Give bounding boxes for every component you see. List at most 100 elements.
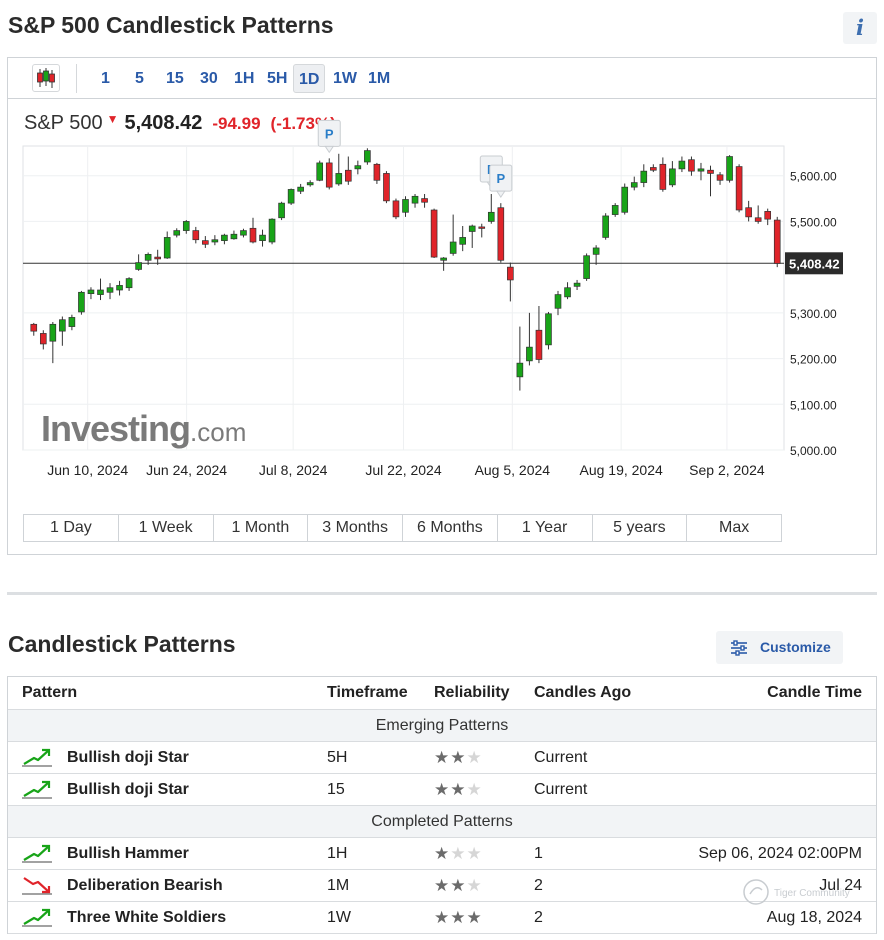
candle[interactable] [116, 280, 123, 296]
candle[interactable] [240, 228, 247, 238]
candle[interactable] [316, 160, 324, 182]
candle[interactable] [364, 148, 371, 165]
candle[interactable] [621, 183, 629, 215]
candle[interactable] [459, 226, 466, 252]
candle[interactable] [106, 283, 114, 300]
candle[interactable] [345, 156, 352, 185]
candle[interactable] [602, 213, 609, 240]
candle[interactable] [402, 196, 409, 217]
candle[interactable] [773, 216, 781, 268]
pattern-name[interactable]: Bullish doji Star [67, 781, 189, 798]
candle[interactable] [125, 277, 133, 291]
candle[interactable] [573, 279, 581, 290]
candle[interactable] [287, 188, 295, 205]
candle[interactable] [173, 228, 181, 238]
candle[interactable] [278, 201, 285, 221]
interval-1[interactable]: 1 [101, 70, 110, 87]
candle[interactable] [268, 218, 276, 245]
candle[interactable] [688, 156, 695, 176]
candle[interactable] [230, 230, 238, 240]
pattern-name[interactable]: Deliberation Bearish [67, 877, 223, 894]
pattern-name[interactable]: Bullish Hammer [67, 845, 189, 862]
candle[interactable] [87, 287, 95, 300]
interval-1m[interactable]: 1M [368, 70, 391, 87]
candle[interactable] [564, 282, 571, 300]
interval-5h[interactable]: 5H [267, 70, 288, 87]
table-row[interactable]: Bullish doji Star 5H ★★★ Current [8, 742, 876, 774]
candle[interactable] [49, 322, 57, 364]
pattern-marker[interactable]: P [317, 119, 341, 154]
candle[interactable] [716, 172, 724, 185]
range-1-week[interactable]: 1 Week [119, 515, 214, 541]
candle[interactable] [259, 229, 266, 247]
candlestick-chart[interactable]: 5,600.00 5,500.00 5,300.00 5,200.00 5,100.00… [8, 58, 876, 513]
customize-button[interactable]: Customize [716, 631, 843, 664]
candle[interactable] [30, 322, 38, 336]
candle[interactable] [373, 162, 381, 184]
candle[interactable] [478, 223, 486, 238]
candle[interactable] [745, 200, 752, 222]
candle[interactable] [535, 306, 543, 364]
candle[interactable] [592, 245, 600, 265]
candle[interactable] [249, 217, 257, 244]
candle[interactable] [449, 214, 457, 256]
candle[interactable] [163, 231, 171, 259]
pattern-marker[interactable]: P [489, 164, 513, 199]
interval-30[interactable]: 30 [200, 70, 218, 87]
candle[interactable] [611, 203, 619, 217]
candle[interactable] [507, 262, 514, 302]
candle[interactable] [144, 252, 152, 265]
candle[interactable] [78, 290, 85, 315]
candle[interactable] [554, 290, 562, 316]
candle[interactable] [325, 158, 333, 190]
candle[interactable] [411, 194, 419, 208]
candle[interactable] [669, 161, 676, 188]
candle[interactable] [182, 220, 190, 234]
interval-5[interactable]: 5 [135, 70, 144, 87]
candle[interactable] [545, 311, 552, 350]
candle[interactable] [68, 314, 76, 331]
range-6-months[interactable]: 6 Months [403, 515, 498, 541]
candle[interactable] [440, 257, 447, 271]
pattern-name[interactable]: Three White Soldiers [67, 909, 227, 926]
info-icon[interactable]: i [843, 12, 877, 44]
candle[interactable] [526, 312, 533, 366]
pattern-name[interactable]: Bullish doji Star [67, 749, 189, 766]
table-row[interactable]: Three White Soldiers 1W ★★★ 2 Aug 18, 2024 [8, 902, 876, 934]
range-3-months[interactable]: 3 Months [308, 515, 403, 541]
candle[interactable] [640, 164, 648, 188]
candle[interactable] [97, 278, 104, 301]
candle[interactable] [221, 233, 228, 245]
candle[interactable] [306, 180, 314, 187]
candle[interactable] [726, 155, 733, 183]
candle[interactable] [650, 164, 657, 173]
candle[interactable] [354, 160, 362, 175]
candle[interactable] [497, 203, 505, 263]
candle[interactable] [392, 198, 400, 220]
interval-15[interactable]: 15 [166, 70, 184, 87]
candle[interactable] [192, 226, 200, 244]
range-max[interactable]: Max [719, 519, 750, 536]
interval-1d[interactable]: 1D [293, 64, 326, 93]
candle[interactable] [735, 164, 743, 213]
range-1-month[interactable]: 1 Month [214, 515, 309, 541]
candle[interactable] [297, 183, 304, 194]
candle[interactable] [421, 194, 428, 208]
candle[interactable] [697, 162, 705, 181]
candle[interactable] [211, 235, 219, 246]
candle[interactable] [468, 224, 476, 248]
candle[interactable] [59, 316, 66, 346]
table-row[interactable]: Deliberation Bearish 1M ★★★ 2 Jul 24 [8, 870, 876, 902]
candle[interactable] [630, 176, 638, 191]
candle[interactable] [202, 236, 209, 248]
interval-1h[interactable]: 1H [234, 70, 255, 87]
table-row[interactable]: Bullish Hammer 1H ★★★ 1 Sep 06, 2024 02:00PM [8, 838, 876, 870]
candle[interactable] [154, 249, 161, 265]
candle[interactable] [764, 208, 772, 226]
candle[interactable] [135, 254, 142, 271]
range-1-year[interactable]: 1 Year [498, 515, 593, 541]
candle[interactable] [659, 157, 667, 192]
candle[interactable] [487, 194, 495, 224]
candle[interactable] [383, 171, 390, 204]
candle[interactable] [39, 330, 47, 350]
